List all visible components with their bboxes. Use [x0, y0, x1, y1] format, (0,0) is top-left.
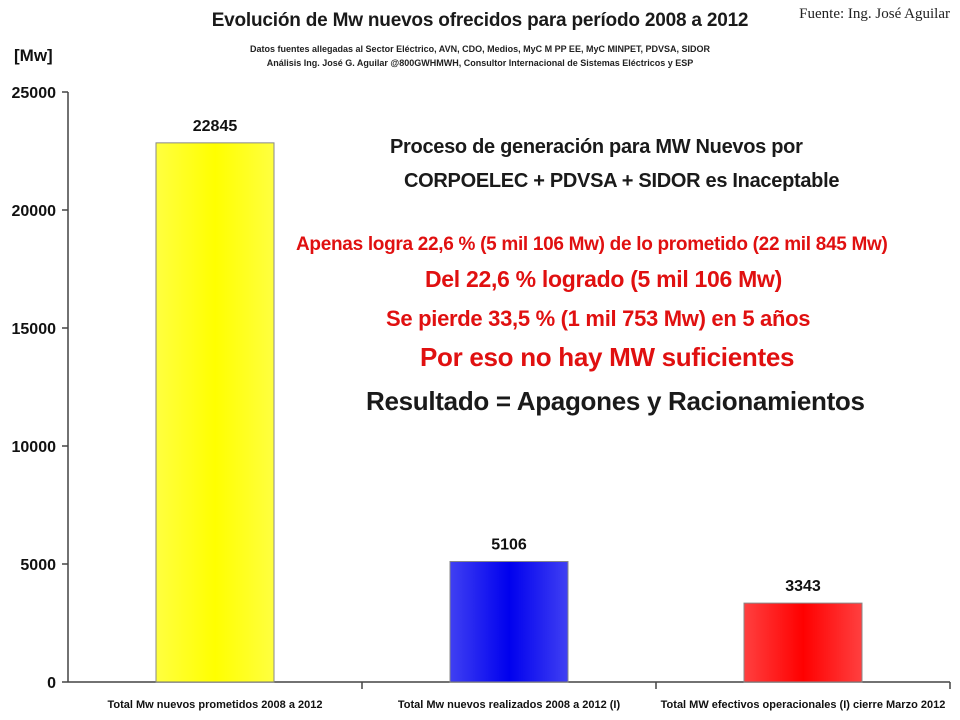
- category-label-3: Total MW efectivos operacionales (I) cie…: [661, 699, 946, 711]
- chart-title: Evolución de Mw nuevos ofrecidos para pe…: [211, 10, 749, 31]
- data-label-2: 5106: [491, 536, 527, 553]
- y-tick-label: 20000: [12, 203, 57, 220]
- annotation-line-5: Se pierde 33,5 % (1 mil 753 Mw) en 5 año…: [386, 306, 811, 331]
- annotation-line-1: Proceso de generación para MW Nuevos por: [390, 136, 803, 158]
- category-label-2: Total Mw nuevos realizados 2008 a 2012 (…: [398, 699, 621, 711]
- annotation-line-4: Del 22,6 % logrado (5 mil 106 Mw): [425, 266, 782, 292]
- y-tick-label: 15000: [12, 321, 57, 338]
- annotation-line-6: Por eso no hay MW suficientes: [420, 342, 795, 372]
- chart-subtitle-sources: Datos fuentes allegadas al Sector Eléctr…: [250, 44, 710, 54]
- y-tick-label: 0: [47, 675, 56, 692]
- bar-2: [449, 560, 569, 683]
- source-label: Fuente: Ing. José Aguilar: [799, 6, 950, 22]
- y-axis-unit-label: [Mw]: [14, 46, 53, 65]
- y-tick-label: 10000: [12, 439, 57, 456]
- y-tick-label: 25000: [12, 85, 57, 102]
- y-tick-label: 5000: [20, 557, 56, 574]
- annotation-line-2: CORPOELEC + PDVSA + SIDOR es Inaceptable: [404, 170, 840, 192]
- category-label-1: Total Mw nuevos prometidos 2008 a 2012: [108, 699, 323, 711]
- annotation-line-7: Resultado = Apagones y Racionamientos: [366, 386, 865, 416]
- bar-3: [743, 602, 863, 683]
- chart-subtitle-author: Análisis Ing. José G. Aguilar @800GWHMWH…: [266, 58, 694, 68]
- annotation-line-3: Apenas logra 22,6 % (5 mil 106 Mw) de lo…: [296, 234, 888, 255]
- data-label-1: 22845: [193, 118, 238, 135]
- data-label-3: 3343: [785, 578, 821, 595]
- bar-1: [155, 142, 275, 683]
